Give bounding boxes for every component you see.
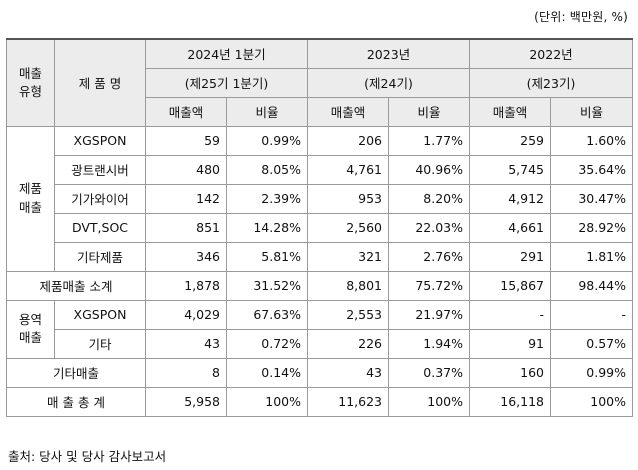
cell-value: 160 bbox=[469, 357, 551, 388]
product-name: 기타제품 bbox=[54, 241, 146, 272]
product-name: 광트랜시버 bbox=[54, 154, 146, 185]
unit-note: (단위: 백만원, %) bbox=[534, 10, 628, 24]
cell-value: 59 bbox=[145, 125, 227, 156]
cell-value: - bbox=[469, 299, 551, 330]
cell-value: 31.52% bbox=[226, 270, 308, 301]
table-row: 기타제품 346 5.81% 321 2.76% 291 1.81% bbox=[7, 241, 633, 272]
table-row: 기가와이어 142 2.39% 953 8.20% 4,912 30.47% bbox=[7, 183, 633, 214]
product-name: 기타 bbox=[54, 328, 146, 359]
subtotal-row: 제품매출 소계 1,878 31.52% 8,801 75.72% 15,867… bbox=[6, 270, 633, 301]
cell-value: 11,623 bbox=[307, 386, 389, 417]
other-sales-label: 기타매출 bbox=[6, 357, 146, 388]
cell-value: 142 bbox=[145, 183, 227, 214]
cell-value: 206 bbox=[307, 125, 389, 156]
cell-value: 0.72% bbox=[226, 328, 308, 359]
cell-value: 953 bbox=[307, 183, 389, 214]
cell-value: 5,745 bbox=[469, 154, 551, 185]
header-sales-type: 매출 유형 bbox=[6, 38, 55, 127]
product-name: XGSPON bbox=[54, 125, 146, 156]
cell-value: 2,553 bbox=[307, 299, 389, 330]
cell-value: 35.64% bbox=[550, 154, 633, 185]
header-col-ratio: 비율 bbox=[226, 96, 308, 127]
cell-value: 100% bbox=[550, 386, 633, 417]
cell-value: 1.60% bbox=[550, 125, 633, 156]
cell-value: 8,801 bbox=[307, 270, 389, 301]
cell-value: 1.94% bbox=[388, 328, 470, 359]
cell-value: 8.20% bbox=[388, 183, 470, 214]
cell-value: 22.03% bbox=[388, 212, 470, 243]
cell-value: 346 bbox=[145, 241, 227, 272]
cell-value: 43 bbox=[307, 357, 389, 388]
cell-value: 43 bbox=[145, 328, 227, 359]
cell-value: 480 bbox=[145, 154, 227, 185]
table-row: 기타 43 0.72% 226 1.94% 91 0.57% bbox=[7, 328, 633, 359]
cell-value: 8.05% bbox=[226, 154, 308, 185]
cell-value: 98.44% bbox=[550, 270, 633, 301]
header-product-name: 제 품 명 bbox=[54, 38, 146, 127]
header-period-2023: 2023년 bbox=[307, 38, 470, 69]
cell-value: 851 bbox=[145, 212, 227, 243]
cell-value: 16,118 bbox=[469, 386, 551, 417]
other-sales-row: 기타매출 8 0.14% 43 0.37% 160 0.99% bbox=[6, 357, 633, 388]
header-period-2024q1: 2024년 1분기 bbox=[145, 38, 308, 69]
header-col-sales: 매출액 bbox=[469, 96, 551, 127]
cell-value: 40.96% bbox=[388, 154, 470, 185]
cell-value: 4,029 bbox=[145, 299, 227, 330]
cell-value: 100% bbox=[226, 386, 308, 417]
product-name: 기가와이어 bbox=[54, 183, 146, 214]
product-subtotal-label: 제품매출 소계 bbox=[6, 270, 146, 301]
cell-value: 2,560 bbox=[307, 212, 389, 243]
table-row: 광트랜시버 480 8.05% 4,761 40.96% 5,745 35.64… bbox=[7, 154, 633, 185]
header-term-23: (제23기) bbox=[469, 67, 633, 98]
cell-value: 8 bbox=[145, 357, 227, 388]
cell-value: 4,761 bbox=[307, 154, 389, 185]
header-term-24: (제24기) bbox=[307, 67, 470, 98]
total-row: 매 출 총 계 5,958 100% 11,623 100% 16,118 10… bbox=[6, 386, 633, 417]
cell-value: 2.39% bbox=[226, 183, 308, 214]
cell-value: 15,867 bbox=[469, 270, 551, 301]
cell-value: 28.92% bbox=[550, 212, 633, 243]
cell-value: - bbox=[550, 299, 633, 330]
cell-value: 4,661 bbox=[469, 212, 551, 243]
source-note: 출처: 당사 및 당사 감사보고서 bbox=[8, 449, 167, 464]
cell-value: 5.81% bbox=[226, 241, 308, 272]
cell-value: 30.47% bbox=[550, 183, 633, 214]
cell-value: 5,958 bbox=[145, 386, 227, 417]
total-label: 매 출 총 계 bbox=[6, 386, 146, 417]
cell-value: 0.57% bbox=[550, 328, 633, 359]
group-service-sales: 용역 매출 bbox=[6, 299, 55, 359]
cell-value: 291 bbox=[469, 241, 551, 272]
cell-value: 4,912 bbox=[469, 183, 551, 214]
header-term-25: (제25기 1분기) bbox=[145, 67, 308, 98]
group-product-sales: 제품 매출 bbox=[6, 125, 55, 272]
cell-value: 67.63% bbox=[226, 299, 308, 330]
cell-value: 0.99% bbox=[226, 125, 308, 156]
product-name: XGSPON bbox=[54, 299, 146, 330]
header-col-sales: 매출액 bbox=[145, 96, 227, 127]
header-col-ratio: 비율 bbox=[550, 96, 633, 127]
product-name: DVT,SOC bbox=[54, 212, 146, 243]
cell-value: 100% bbox=[388, 386, 470, 417]
cell-value: 0.37% bbox=[388, 357, 470, 388]
cell-value: 91 bbox=[469, 328, 551, 359]
cell-value: 0.14% bbox=[226, 357, 308, 388]
header-col-ratio: 비율 bbox=[388, 96, 470, 127]
cell-value: 1.81% bbox=[550, 241, 633, 272]
table-row: 제품 매출 XGSPON 59 0.99% 206 1.77% 259 1.60… bbox=[6, 125, 633, 272]
table-row: 용역 매출 XGSPON 4,029 67.63% 2,553 21.97% -… bbox=[6, 299, 633, 359]
cell-value: 2.76% bbox=[388, 241, 470, 272]
cell-value: 21.97% bbox=[388, 299, 470, 330]
cell-value: 0.99% bbox=[550, 357, 633, 388]
header-period-2022: 2022년 bbox=[469, 38, 633, 69]
cell-value: 1.77% bbox=[388, 125, 470, 156]
cell-value: 75.72% bbox=[388, 270, 470, 301]
cell-value: 226 bbox=[307, 328, 389, 359]
header-col-sales: 매출액 bbox=[307, 96, 389, 127]
table-row: DVT,SOC 851 14.28% 2,560 22.03% 4,661 28… bbox=[7, 212, 633, 243]
cell-value: 321 bbox=[307, 241, 389, 272]
cell-value: 1,878 bbox=[145, 270, 227, 301]
cell-value: 259 bbox=[469, 125, 551, 156]
cell-value: 14.28% bbox=[226, 212, 308, 243]
sales-table: 매출 유형 제 품 명 2024년 1분기 2023년 2022년 (제25기 … bbox=[6, 38, 633, 417]
